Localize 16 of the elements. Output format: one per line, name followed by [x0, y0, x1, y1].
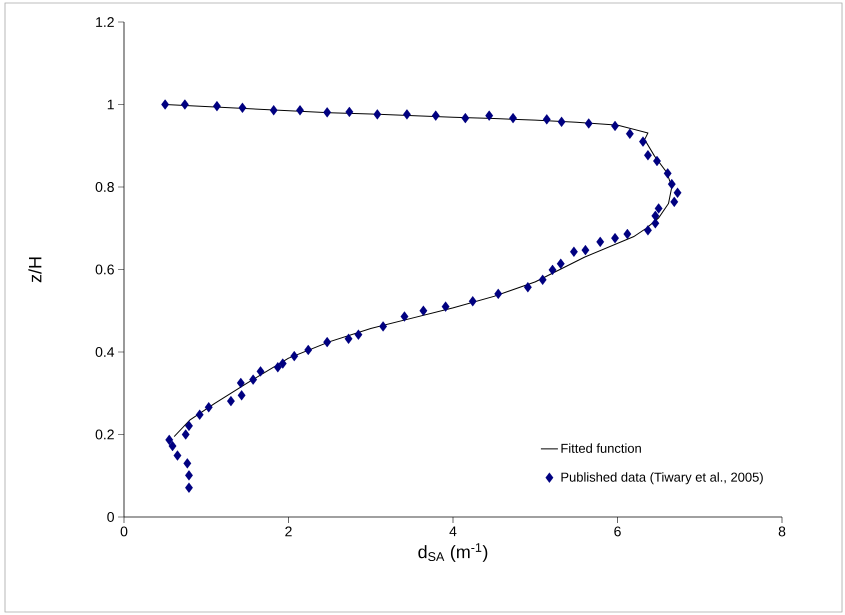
- x-tick-label: 6: [614, 526, 621, 536]
- x-tick-label: 2: [285, 526, 292, 536]
- legend-label: Fitted function: [561, 443, 641, 453]
- x-tick-label: 0: [120, 526, 128, 536]
- x-tick-label: 8: [778, 526, 786, 536]
- y-tick-label: 1.2: [96, 17, 114, 27]
- y-tick-label: 0.2: [96, 430, 114, 440]
- y-tick-label: 0.6: [96, 264, 114, 274]
- legend-label: Published data (Tiwary et al., 2005): [561, 472, 763, 484]
- y-tick-label: 0: [107, 512, 114, 522]
- x-axis-title: d$_{SA}$ (m$^{-1}$): [418, 543, 488, 562]
- y-tick-label: 0.8: [96, 182, 114, 192]
- x-tick-label: 4: [449, 526, 456, 536]
- y-tick-label: 0.4: [96, 347, 114, 357]
- y-axis-title: z/H: [28, 258, 42, 282]
- y-tick-label: 1: [108, 100, 114, 110]
